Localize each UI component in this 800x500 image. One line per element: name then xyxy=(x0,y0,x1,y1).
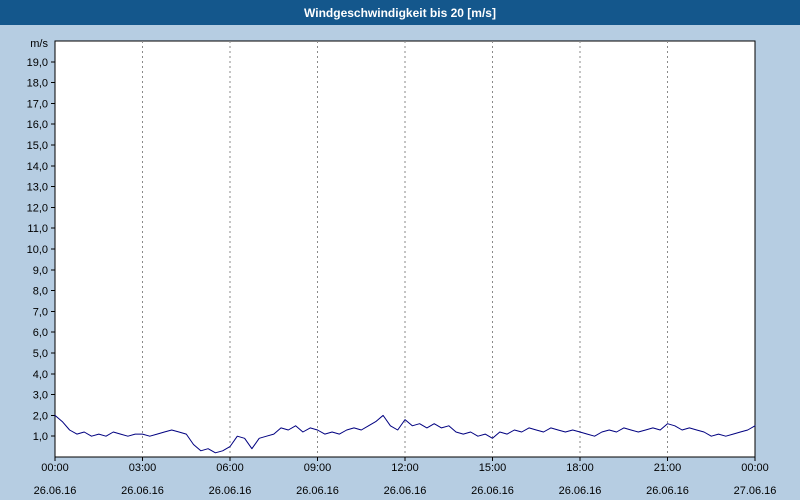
x-tick-date-label: 26.06.16 xyxy=(559,485,602,497)
x-tick-time-label: 18:00 xyxy=(566,462,594,474)
chart-title-bar: Windgeschwindigkeit bis 20 [m/s] xyxy=(0,0,800,25)
y-tick-label: 10,0 xyxy=(27,244,48,256)
y-tick-label: 2,0 xyxy=(33,410,48,422)
plot-area xyxy=(54,40,756,458)
x-tick-time-label: 09:00 xyxy=(304,462,332,474)
y-tick-label: 5,0 xyxy=(33,348,48,360)
y-tick-label: 19,0 xyxy=(27,57,48,69)
y-tick-label: 7,0 xyxy=(33,306,48,318)
x-tick-date-label: 26.06.16 xyxy=(296,485,339,497)
chart-title: Windgeschwindigkeit bis 20 [m/s] xyxy=(304,5,496,20)
x-tick-date-label: 26.06.16 xyxy=(384,485,427,497)
x-axis: 00:00 26.06.16 03:00 26.06.16 06:00 26.06.16 0… xyxy=(34,457,777,497)
y-tick-label: 17,0 xyxy=(27,98,48,110)
y-tick-label: 9,0 xyxy=(33,265,48,277)
x-tick-time-label: 06:00 xyxy=(216,462,244,474)
y-tick-label: 15,0 xyxy=(27,140,48,152)
y-tick-label: 16,0 xyxy=(27,119,48,131)
wind-speed-series-line xyxy=(54,414,756,454)
x-tick-date-label: 27.06.16 xyxy=(734,485,777,497)
y-tick-label: 1,0 xyxy=(33,431,48,443)
y-tick-label: 13,0 xyxy=(27,182,48,194)
y-tick-label: 6,0 xyxy=(33,327,48,339)
y-tick-label: 3,0 xyxy=(33,390,48,402)
x-tick-time-label: 21:00 xyxy=(654,462,682,474)
y-tick-label: 11,0 xyxy=(27,223,48,235)
x-tick-time-label: 03:00 xyxy=(129,462,157,474)
y-axis: m/s 1,0 2,0 3,0 4,0 5,0 6,0 7,0 8,0 9,0 10,0 11,0 12… xyxy=(27,38,55,443)
x-tick-date-label: 26.06.16 xyxy=(471,485,514,497)
y-tick-label: 14,0 xyxy=(27,161,48,173)
y-axis-unit-label: m/s xyxy=(30,38,48,50)
x-tick-time-label: 00:00 xyxy=(741,462,769,474)
x-tick-date-label: 26.06.16 xyxy=(209,485,252,497)
x-tick-time-label: 15:00 xyxy=(479,462,507,474)
gridlines xyxy=(142,41,668,457)
x-tick-time-label: 12:00 xyxy=(391,462,419,474)
x-tick-date-label: 26.06.16 xyxy=(34,485,77,497)
x-tick-date-label: 26.06.16 xyxy=(646,485,689,497)
y-tick-label: 8,0 xyxy=(33,286,48,298)
y-tick-label: 12,0 xyxy=(27,202,48,214)
x-tick-date-label: 26.06.16 xyxy=(121,485,164,497)
y-tick-label: 18,0 xyxy=(27,78,48,90)
y-tick-label: 4,0 xyxy=(33,369,48,381)
x-tick-time-label: 00:00 xyxy=(41,462,69,474)
